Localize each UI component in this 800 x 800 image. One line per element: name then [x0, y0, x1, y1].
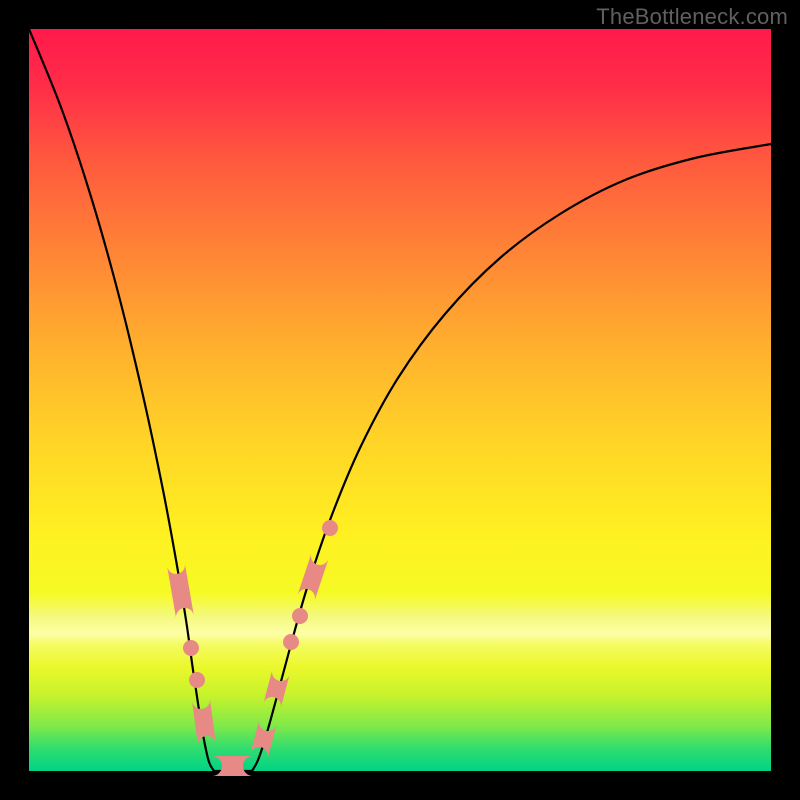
watermark-text: TheBottleneck.com	[596, 4, 788, 30]
marker-dot	[292, 608, 308, 624]
marker-dot	[283, 634, 299, 650]
marker-dot	[183, 640, 199, 656]
chart-svg	[0, 0, 800, 800]
marker-dot	[322, 520, 338, 536]
plot-area	[29, 29, 771, 771]
marker-dot	[189, 672, 205, 688]
bottleneck-chart: TheBottleneck.com	[0, 0, 800, 800]
